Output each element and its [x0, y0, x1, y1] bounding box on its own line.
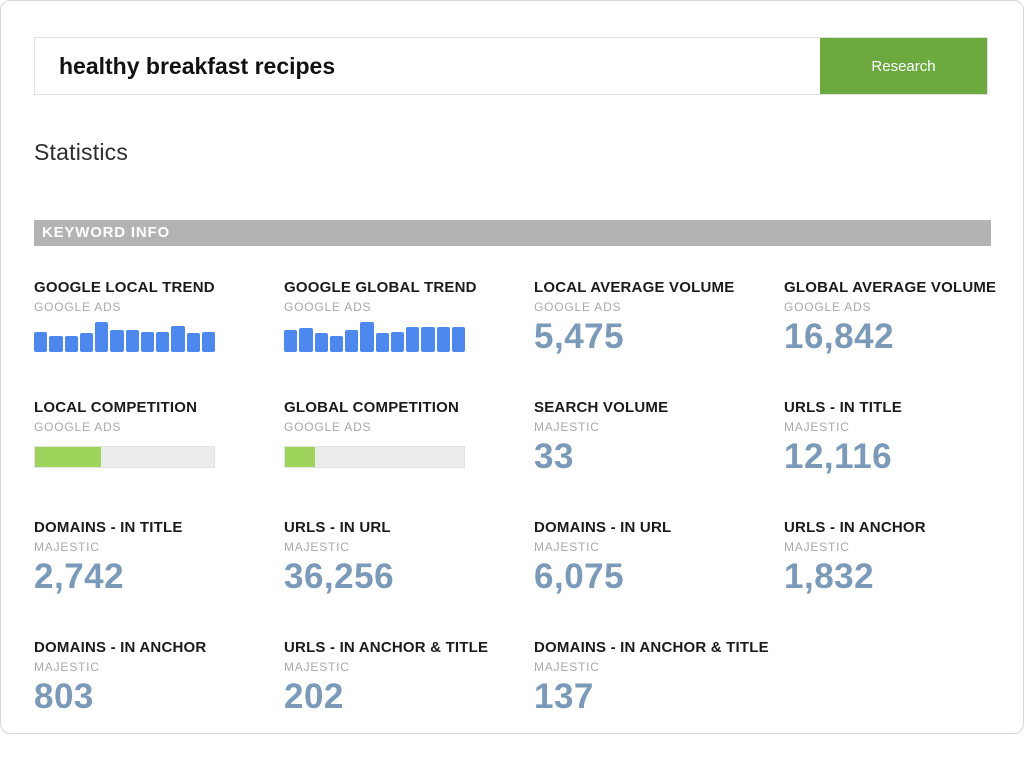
stat-card-source: MAJESTIC — [284, 540, 350, 554]
stat-card: URLS - IN ANCHOR MAJESTIC 1,832 — [784, 517, 1024, 637]
trend-bar — [64, 335, 78, 352]
stat-card-source: MAJESTIC — [534, 540, 600, 554]
stat-card-value: 2,742 — [34, 557, 125, 596]
stats-grid: GOOGLE LOCAL TREND GOOGLE ADS GOOGLE GLOBA… — [34, 277, 1024, 757]
stat-card: DOMAINS - IN TITLE MAJESTIC 2,742 — [34, 517, 284, 637]
stat-card-value: 6,075 — [534, 557, 625, 596]
trend-bar — [49, 335, 63, 352]
trend-bar — [360, 322, 374, 352]
stat-card-title: SEARCH VOLUME — [534, 399, 669, 416]
trend-bar — [34, 331, 48, 352]
stat-card-title: URLS - IN ANCHOR — [784, 519, 926, 536]
stat-card-title: LOCAL COMPETITION — [34, 399, 198, 416]
stat-card-title: DOMAINS - IN ANCHOR — [34, 639, 207, 656]
stat-card-title: URLS - IN TITLE — [784, 399, 902, 416]
stat-card: URLS - IN ANCHOR & TITLE MAJESTIC 202 — [284, 637, 534, 757]
stat-card-title: GLOBAL AVERAGE VOLUME — [784, 279, 997, 296]
stat-card-source: GOOGLE ADS — [284, 300, 372, 314]
stat-card: LOCAL COMPETITION GOOGLE ADS — [34, 397, 284, 517]
stat-card-value: 137 — [534, 677, 594, 716]
trend-bar — [436, 327, 450, 352]
stat-card-source: MAJESTIC — [784, 420, 850, 434]
stat-card-title: DOMAINS - IN URL — [534, 519, 672, 536]
stat-card-value: 16,842 — [784, 317, 895, 356]
stat-card-value: 36,256 — [284, 557, 395, 596]
stat-card-title: URLS - IN URL — [284, 519, 391, 536]
stat-card-title: GOOGLE LOCAL TREND — [34, 279, 215, 296]
stat-card: GOOGLE LOCAL TREND GOOGLE ADS — [34, 277, 284, 397]
stat-card: LOCAL AVERAGE VOLUME GOOGLE ADS 5,475 — [534, 277, 784, 397]
trend-bar — [186, 333, 200, 352]
stat-card: DOMAINS - IN ANCHOR & TITLE MAJESTIC 137 — [534, 637, 784, 757]
stat-card: GLOBAL AVERAGE VOLUME GOOGLE ADS 16,842 — [784, 277, 1024, 397]
stat-card: GOOGLE GLOBAL TREND GOOGLE ADS — [284, 277, 534, 397]
stat-card-title: DOMAINS - IN ANCHOR & TITLE — [534, 639, 769, 656]
stat-card-value: 1,832 — [784, 557, 875, 596]
stat-card-title: DOMAINS - IN TITLE — [34, 519, 183, 536]
stat-card-title: GOOGLE GLOBAL TREND — [284, 279, 477, 296]
trend-bar — [125, 330, 139, 352]
trend-bar — [79, 333, 93, 352]
competition-progress-fill — [35, 447, 102, 467]
stat-card-value: 803 — [34, 677, 94, 716]
stat-card-value: 12,116 — [784, 437, 893, 476]
trend-bar — [171, 325, 185, 352]
stat-card-source: MAJESTIC — [534, 420, 600, 434]
stat-card: DOMAINS - IN ANCHOR MAJESTIC 803 — [34, 637, 284, 757]
stat-card-source: GOOGLE ADS — [34, 420, 122, 434]
competition-progress-fill — [285, 447, 316, 467]
stat-card: GLOBAL COMPETITION GOOGLE ADS — [284, 397, 534, 517]
trend-bar — [406, 327, 420, 352]
stat-card-source: GOOGLE ADS — [534, 300, 622, 314]
stat-card-source: MAJESTIC — [784, 540, 850, 554]
trend-bar — [375, 332, 389, 352]
trend-bar — [299, 328, 313, 352]
stat-card-source: GOOGLE ADS — [784, 300, 872, 314]
stat-card-value: 5,475 — [534, 317, 625, 356]
trend-bar — [201, 331, 215, 352]
trend-bar — [140, 331, 154, 352]
stat-card: SEARCH VOLUME MAJESTIC 33 — [534, 397, 784, 517]
stat-card: DOMAINS - IN URL MAJESTIC 6,075 — [534, 517, 784, 637]
stat-card: URLS - IN URL MAJESTIC 36,256 — [284, 517, 534, 637]
stat-card-title: URLS - IN ANCHOR & TITLE — [284, 639, 489, 656]
trend-bar — [451, 327, 465, 352]
research-button[interactable]: Research — [820, 38, 987, 94]
stat-card-source: MAJESTIC — [34, 660, 100, 674]
stat-card-source: MAJESTIC — [534, 660, 600, 674]
stat-card-source: GOOGLE ADS — [34, 300, 122, 314]
stat-card-value: 33 — [534, 437, 574, 476]
trend-bar-chart — [34, 322, 215, 352]
trend-bar — [345, 330, 359, 352]
stat-card-title: LOCAL AVERAGE VOLUME — [534, 279, 735, 296]
trend-bar — [421, 327, 435, 352]
keyword-info-banner: KEYWORD INFO — [34, 220, 991, 246]
trend-bar — [110, 330, 124, 352]
stat-card-source: MAJESTIC — [284, 660, 350, 674]
keyword-search-bar: Research — [34, 37, 988, 95]
stat-card-title: GLOBAL COMPETITION — [284, 399, 459, 416]
statistics-heading: Statistics — [34, 139, 129, 165]
trend-bar — [284, 330, 298, 352]
stat-card-value: 202 — [284, 677, 344, 716]
competition-progress-track — [34, 446, 215, 468]
stat-card-source: MAJESTIC — [34, 540, 100, 554]
trend-bar-chart — [284, 322, 465, 352]
stat-card-source: GOOGLE ADS — [284, 420, 372, 434]
stat-card: URLS - IN TITLE MAJESTIC 12,116 — [784, 397, 1024, 517]
trend-bar — [329, 336, 343, 352]
trend-bar — [95, 322, 109, 352]
trend-bar — [390, 331, 404, 352]
trend-bar — [156, 331, 170, 352]
competition-progress-track — [284, 446, 465, 468]
trend-bar — [314, 333, 328, 352]
keyword-research-page: Research Statistics KEYWORD INFO GOOGLE … — [0, 0, 1024, 734]
keyword-search-input[interactable] — [35, 38, 820, 94]
